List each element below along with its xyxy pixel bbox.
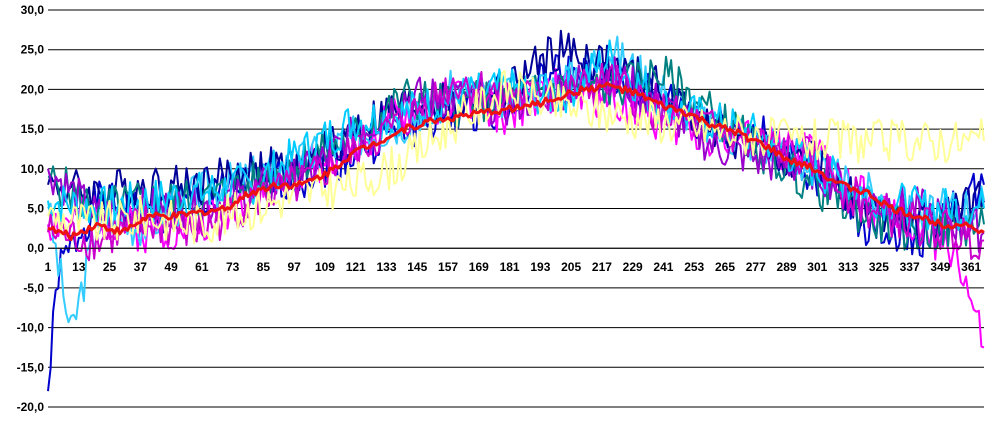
series-layer <box>47 29 985 392</box>
x-tick-label: 289 <box>777 260 797 274</box>
x-tick-label: 109 <box>315 260 335 274</box>
x-tick-label: 169 <box>469 260 489 274</box>
x-tick-label: 97 <box>288 260 302 274</box>
x-tick-label: 121 <box>346 260 366 274</box>
y-tick-label: 20,0 <box>21 82 45 96</box>
x-tick-label: 229 <box>623 260 643 274</box>
x-tick-label: 49 <box>164 260 178 274</box>
x-tick-label: 301 <box>807 260 827 274</box>
average-series-line <box>47 81 985 242</box>
x-tick-label: 13 <box>72 260 86 274</box>
x-tick-label: 1 <box>45 260 52 274</box>
x-tick-label: 205 <box>561 260 581 274</box>
x-tick-label: 145 <box>407 260 427 274</box>
y-axis-tick-labels: 30,0 25,0 20,0 15,0 10,0 5,0 0,0 -5,0 -10,0 -15,0… <box>17 3 45 414</box>
x-tick-label: 265 <box>715 260 735 274</box>
y-tick-label: 0,0 <box>27 241 44 255</box>
x-tick-label: 73 <box>226 260 240 274</box>
x-tick-label: 157 <box>438 260 458 274</box>
x-tick-label: 337 <box>900 260 920 274</box>
x-tick-label: 241 <box>653 260 673 274</box>
y-tick-label: 5,0 <box>27 202 44 216</box>
x-tick-label: 61 <box>195 260 209 274</box>
x-tick-label: 133 <box>376 260 396 274</box>
x-tick-label: 217 <box>592 260 612 274</box>
x-tick-label: 193 <box>530 260 550 274</box>
y-tick-label: -5,0 <box>23 281 44 295</box>
series-line <box>47 69 985 245</box>
x-tick-label: 85 <box>257 260 271 274</box>
x-tick-label: 181 <box>500 260 520 274</box>
y-tick-label: -20,0 <box>17 400 45 414</box>
y-tick-label: 10,0 <box>21 162 45 176</box>
x-tick-label: 313 <box>838 260 858 274</box>
y-tick-label: -10,0 <box>17 321 45 335</box>
x-tick-label: 325 <box>869 260 889 274</box>
y-tick-label: -15,0 <box>17 360 45 374</box>
x-tick-label: 37 <box>134 260 148 274</box>
y-tick-label: 30,0 <box>21 3 45 17</box>
x-tick-label: 25 <box>103 260 117 274</box>
y-tick-label: 25,0 <box>21 43 45 57</box>
x-tick-label: 361 <box>961 260 981 274</box>
x-tick-label: 253 <box>684 260 704 274</box>
y-tick-label: 15,0 <box>21 122 45 136</box>
x-tick-label: 349 <box>930 260 950 274</box>
x-axis-tick-labels: 1 13 25 37 49 61 73 85 97 109 121 133 145 157 169 181 19… <box>45 260 982 274</box>
x-tick-label: 277 <box>746 260 766 274</box>
series-line <box>47 56 985 253</box>
